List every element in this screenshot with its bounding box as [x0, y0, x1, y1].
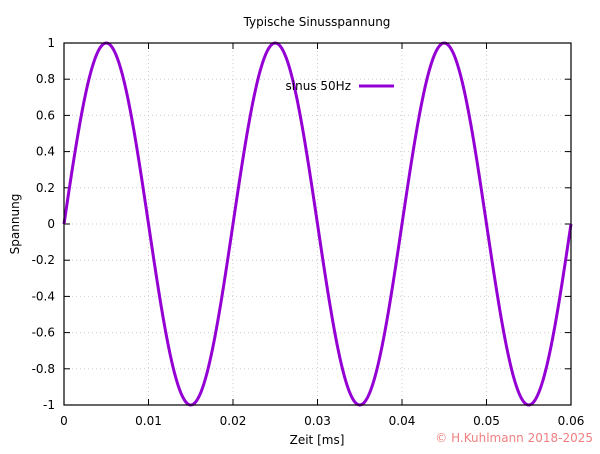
y-tick-label: 0.8 — [36, 72, 55, 86]
y-tick-label: 0.4 — [36, 145, 55, 159]
x-tick-label: 0.04 — [389, 414, 416, 428]
y-tick-label: 0.6 — [36, 108, 55, 122]
y-tick-label: 0.2 — [36, 181, 55, 195]
ticks: 0 0.01 0.02 0.03 0.04 0.05 0.0610.80.60.40.20-… — [32, 36, 585, 428]
y-tick-label: -0.6 — [32, 326, 55, 340]
y-tick-label: -0.8 — [32, 362, 55, 376]
x-tick-label: 0.01 — [135, 414, 162, 428]
y-tick-label: -0.4 — [32, 289, 55, 303]
y-tick-label: 0 — [47, 217, 55, 231]
legend: sinus 50Hz — [286, 79, 394, 93]
x-tick-label: 0.05 — [473, 414, 500, 428]
y-axis-label: Spannung — [8, 194, 22, 255]
series-line-sinus-50hz — [62, 41, 573, 407]
y-tick-label: -1 — [43, 398, 55, 412]
y-tick-label: -0.2 — [32, 253, 55, 267]
x-tick-label: 0.03 — [304, 414, 331, 428]
copyright-text: © H.Kuhlmann 2018-2025 — [435, 431, 593, 445]
x-tick-label: 0.06 — [558, 414, 585, 428]
x-tick-label: 0.02 — [220, 414, 247, 428]
x-tick-label: 0 — [60, 414, 68, 428]
plot-frame — [63, 42, 572, 406]
y-tick-label: 1 — [47, 36, 55, 50]
chart-title: Typische Sinusspannung — [243, 15, 391, 29]
legend-label: sinus 50Hz — [286, 79, 351, 93]
x-axis-label: Zeit [ms] — [290, 433, 345, 447]
